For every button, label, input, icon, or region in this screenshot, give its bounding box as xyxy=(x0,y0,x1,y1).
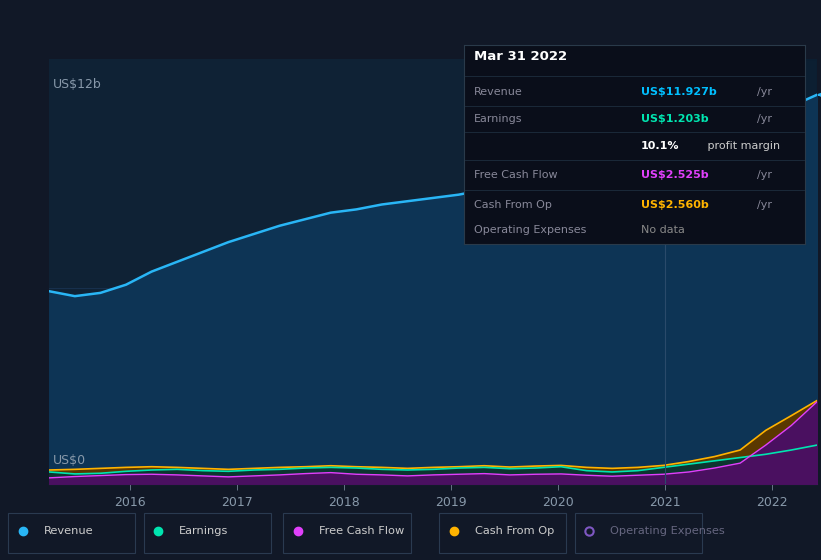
Bar xyxy=(665,59,817,484)
Text: profit margin: profit margin xyxy=(704,141,780,151)
Text: Earnings: Earnings xyxy=(474,114,523,124)
Text: Cash From Op: Cash From Op xyxy=(475,526,554,536)
Text: Earnings: Earnings xyxy=(179,526,228,536)
Text: US$12b: US$12b xyxy=(53,78,102,91)
Text: /yr: /yr xyxy=(757,86,772,96)
Text: Cash From Op: Cash From Op xyxy=(474,200,552,210)
Text: /yr: /yr xyxy=(757,170,772,180)
Text: US$2.525b: US$2.525b xyxy=(641,170,709,180)
Text: Free Cash Flow: Free Cash Flow xyxy=(319,526,404,536)
Text: Operating Expenses: Operating Expenses xyxy=(610,526,725,536)
Text: 10.1%: 10.1% xyxy=(641,141,680,151)
Text: US$1.203b: US$1.203b xyxy=(641,114,709,124)
Text: /yr: /yr xyxy=(757,114,772,124)
Text: US$2.560b: US$2.560b xyxy=(641,200,709,210)
Text: No data: No data xyxy=(641,225,685,235)
Text: Mar 31 2022: Mar 31 2022 xyxy=(474,50,567,63)
Text: Revenue: Revenue xyxy=(474,86,523,96)
Text: /yr: /yr xyxy=(757,200,772,210)
Text: US$0: US$0 xyxy=(53,454,86,468)
Text: Free Cash Flow: Free Cash Flow xyxy=(474,170,557,180)
Text: Operating Expenses: Operating Expenses xyxy=(474,225,586,235)
Text: US$11.927b: US$11.927b xyxy=(641,86,717,96)
Text: Revenue: Revenue xyxy=(44,526,93,536)
